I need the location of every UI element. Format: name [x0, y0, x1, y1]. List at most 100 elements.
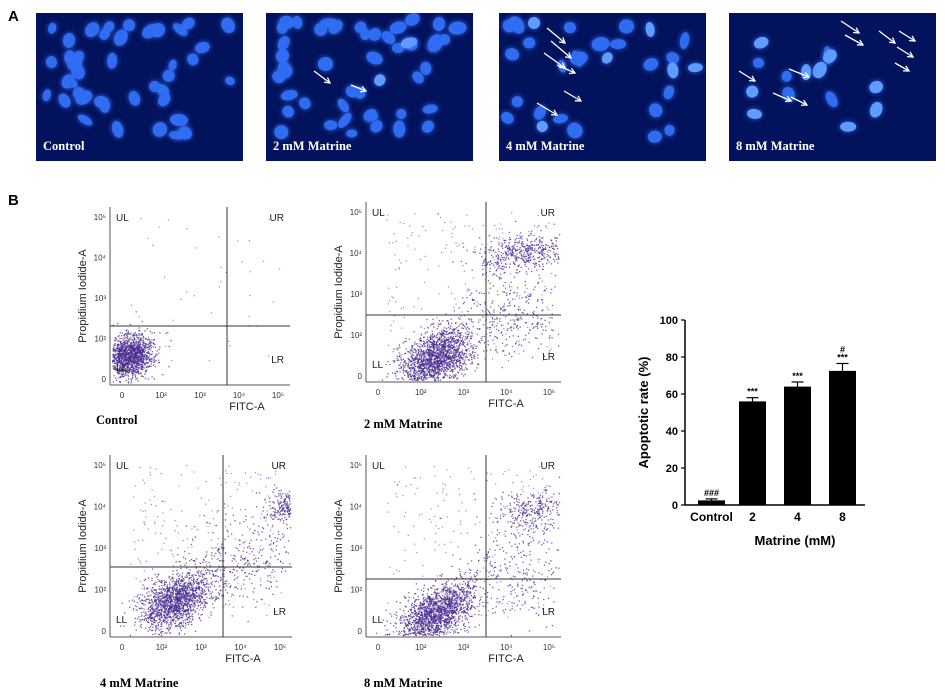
arrow-icon [772, 92, 793, 103]
quadrant-label-ll: LL [116, 615, 128, 626]
flow-x-label: FITC-A [229, 401, 265, 413]
apoptotic-rate-bar-chart: 0 20 40 60 80 100 ### Control *** 2 *** 4 *** #8 Matri… [630, 305, 880, 565]
quadrant-label-ul: UL [372, 208, 385, 219]
bar-8 [829, 370, 856, 505]
y-tick-label: 10² [350, 331, 362, 340]
x-tick-label: 0 [120, 391, 125, 400]
arrow-icon [550, 40, 573, 59]
flow-y-label: Propidium Iodide-A [333, 245, 345, 339]
x-tick-label: 10⁴ [500, 388, 513, 397]
significance-mark-hash: # [840, 344, 845, 354]
quadrant-label-ll: LL [372, 360, 384, 371]
flow-events [112, 218, 281, 384]
micrograph-label: Control [43, 139, 85, 153]
micrograph-label: 4 mM Matrine [506, 139, 585, 153]
cell-nucleus [160, 68, 176, 84]
arrow-icon [350, 84, 368, 93]
x-tick-label: 10⁴ [500, 643, 513, 652]
arrow-icon [546, 27, 567, 44]
y-tick-label: 20 [666, 463, 678, 475]
flow-axes [365, 202, 561, 383]
apoptosis-arrows [738, 20, 917, 106]
quadrant-label-lr: LR [542, 607, 555, 618]
arrow-icon [536, 102, 559, 116]
significance-mark: *** [837, 352, 848, 362]
cell-nucleus [107, 52, 118, 69]
x-tick-label: 10² [415, 388, 427, 397]
x-tick-label: 10⁵ [543, 388, 555, 397]
quadrant-gates [366, 455, 561, 637]
quadrant-label-ur: UR [541, 461, 555, 472]
y-tick-label: 10² [350, 586, 362, 595]
cell-nucleus [194, 40, 212, 55]
arrow-icon [898, 30, 917, 42]
quadrant-label-ll: LL [372, 615, 384, 626]
y-tick-label: 40 [666, 426, 678, 438]
x-tick-label: 10³ [458, 388, 470, 397]
apoptosis-arrows [313, 70, 368, 93]
flow-events [375, 465, 561, 637]
y-tick-label: 10² [94, 335, 106, 344]
panel-a-letter: A [8, 8, 19, 25]
cell-nucleus [75, 112, 94, 129]
y-tick-label: 10⁴ [350, 503, 363, 512]
quadrant-label-ul: UL [116, 461, 129, 472]
x-axis-label: Matrine (mM) [755, 533, 836, 548]
arrow-icon [790, 96, 809, 106]
micrograph-label: 2 mM Matrine [273, 139, 352, 153]
bar-4 [784, 386, 811, 505]
y-tick-label: 60 [666, 389, 678, 401]
x-tick-label: 0 [376, 388, 381, 397]
flow-events [120, 465, 292, 637]
y-tick-label: 10⁴ [94, 503, 107, 512]
arrow-icon [563, 90, 583, 102]
arrow-icon [844, 34, 865, 46]
x-tick-label: 4 [794, 510, 801, 524]
quadrant-gates [110, 207, 290, 385]
cell-nucleus [185, 51, 202, 68]
x-tick-label: 10⁵ [274, 643, 286, 652]
quadrant-label-lr: LR [271, 355, 284, 366]
y-tick-label: 10³ [350, 544, 362, 553]
quadrant-label-ul: UL [372, 461, 385, 472]
flow-y-label: Propidium Iodide-A [333, 499, 345, 593]
micrograph-2mm: 2 mM Matrine [266, 13, 473, 161]
flow-caption: 8 mM Matrine [364, 676, 443, 690]
arrow-icon [556, 64, 577, 75]
flow-events [378, 212, 561, 382]
y-tick-label: 10⁴ [350, 249, 363, 258]
flow-plot-8mm: 0 10² 10³ 10⁴ 10⁵ 0 10² 10³ 10⁴ 10⁵ FITC-A Propidiu… [318, 445, 578, 694]
quadrant-gates [110, 455, 292, 637]
micrograph-8mm: 8 mM Matrine [729, 13, 936, 161]
flow-y-label: Propidium Iodide-A [77, 249, 89, 343]
arrow-icon [840, 20, 861, 34]
flow-y-label: Propidium Iodide-A [77, 499, 89, 593]
significance-mark: *** [747, 387, 758, 397]
cell-nucleus [41, 88, 53, 103]
significance-mark: ### [704, 488, 719, 498]
y-tick-label: 10⁴ [94, 254, 107, 263]
micrograph-label: 8 mM Matrine [736, 139, 815, 153]
quadrant-label-lr: LR [542, 352, 555, 363]
flow-scatter-svg: 0 10² 10³ 10⁴ 10⁵ 0 10² 10³ 10⁴ 10⁵ FITC-A Propidiu… [77, 455, 292, 665]
x-tick-label: 10⁴ [234, 643, 247, 652]
quadrant-label-ul: UL [116, 213, 129, 224]
cell-nucleus [223, 75, 237, 88]
quadrant-label-ur: UR [270, 213, 284, 224]
x-tick-label: 10² [155, 391, 167, 400]
cell-nucleus [167, 58, 179, 72]
x-tick-label: 10³ [195, 643, 207, 652]
cell-nucleus [149, 119, 170, 140]
quadrant-label-ur: UR [541, 208, 555, 219]
error-bar [836, 362, 849, 371]
significance-mark: *** [792, 371, 803, 381]
flow-x-label: FITC-A [488, 653, 524, 665]
x-tick-label: Control [690, 510, 733, 524]
bar-2 [739, 401, 766, 505]
cell-nucleus [127, 89, 143, 108]
x-tick-label: 0 [376, 643, 381, 652]
micrograph-4mm: 4 mM Matrine [499, 13, 706, 161]
flow-axes [109, 207, 290, 386]
y-axis-label: Apoptotic rate (%) [636, 357, 651, 469]
flow-scatter-svg: 0 10² 10³ 10⁴ 10⁵ 0 10² 10³ 10⁴ 10⁵ FITC-A Propidiu… [333, 455, 561, 665]
